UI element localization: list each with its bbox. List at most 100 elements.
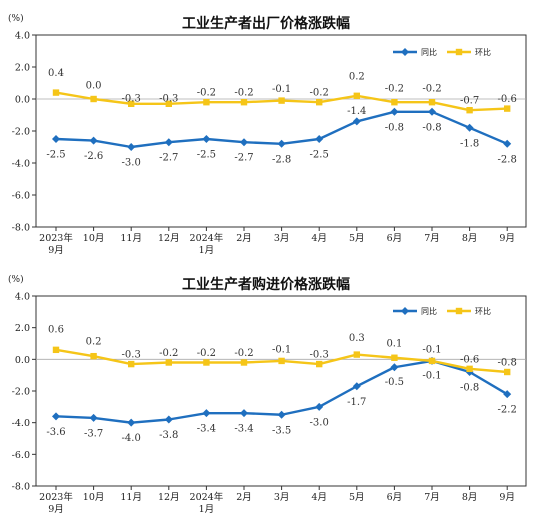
x-tick-label: 2023年 — [39, 491, 73, 503]
data-label-yoy: -0.5 — [385, 377, 404, 388]
chart-title: 工业生产者出厂价格涨跌幅 — [182, 15, 350, 32]
data-label-yoy: -3.5 — [272, 425, 291, 436]
data-label-mom: -0.2 — [197, 348, 216, 359]
x-tick-label: 2月 — [236, 492, 252, 503]
data-label-mom: -0.3 — [122, 350, 141, 361]
x-tick-label: 7月 — [424, 233, 440, 244]
x-tick-label: 3月 — [274, 233, 290, 244]
data-label-yoy: -3.6 — [46, 427, 65, 438]
y-tick-label: -4.0 — [12, 418, 30, 429]
data-point-yoy — [277, 410, 286, 419]
y-axis-unit: (%) — [8, 274, 24, 285]
data-point-mom — [466, 365, 473, 373]
data-point-yoy — [52, 135, 60, 143]
data-point-mom — [391, 354, 398, 361]
data-point-yoy — [352, 117, 361, 126]
chart-panel-2: 工业生产者购进价格涨跌幅 (%) 4.0 2.0 0.0 -2.0 -4.0 -6.0 -8.0… — [8, 274, 527, 515]
data-label-yoy: -2.5 — [310, 150, 329, 161]
data-point-mom — [466, 107, 473, 114]
data-label-mom: -0.2 — [422, 84, 441, 95]
data-label-yoy: -4.0 — [122, 433, 141, 444]
data-label-yoy: -0.8 — [460, 383, 479, 394]
data-point-mom — [428, 99, 436, 106]
data-point-yoy — [428, 107, 436, 116]
data-label-mom: 0.1 — [386, 338, 402, 349]
plot-frame — [35, 295, 527, 487]
chart-panel-1: 工业生产者出厂价格涨跌幅 (%) 4.0 2.0 0.0 -2.0 -4.0 -6.0 -8.0… — [8, 13, 527, 256]
y-tick-label: 4.0 — [15, 31, 30, 42]
data-point-mom — [353, 92, 360, 99]
data-point-mom — [504, 368, 511, 376]
x-tick-label: 12月 — [158, 492, 180, 503]
data-point-yoy — [390, 107, 399, 116]
x-tick-label: 9月 — [48, 504, 64, 515]
data-point-yoy — [89, 413, 98, 422]
data-label-mom: -0.3 — [310, 350, 329, 361]
data-point-mom — [90, 95, 97, 103]
plot-frame — [35, 34, 527, 228]
data-label-mom: 0.3 — [349, 333, 365, 344]
data-point-yoy — [503, 390, 512, 399]
data-label-mom: -0.2 — [159, 348, 178, 359]
data-label-yoy: -0.1 — [422, 370, 441, 381]
legend-marker — [455, 48, 463, 56]
x-tick-label: 10月 — [83, 492, 105, 503]
y-tick-label: -2.0 — [12, 387, 30, 398]
y-tick-label: 4.0 — [15, 292, 30, 303]
data-label-yoy: -1.4 — [347, 106, 366, 117]
data-point-mom — [428, 357, 436, 365]
data-label-yoy: -3.4 — [234, 424, 253, 435]
data-label-mom: -0.2 — [385, 84, 404, 95]
x-tick-label: 9月 — [499, 492, 515, 503]
data-point-yoy — [202, 409, 211, 418]
data-label-mom: 0.2 — [349, 71, 365, 82]
x-tick-label: 8月 — [462, 233, 478, 244]
data-label-yoy: -1.8 — [460, 138, 479, 149]
data-point-mom — [240, 99, 248, 106]
data-label-yoy: -2.8 — [498, 154, 517, 165]
data-label-yoy: -2.2 — [498, 405, 517, 416]
y-tick-label: -4.0 — [12, 159, 30, 170]
data-label-mom: -0.3 — [122, 93, 141, 104]
data-point-mom — [90, 352, 97, 360]
data-point-mom — [240, 359, 248, 366]
data-point-mom — [278, 357, 285, 365]
x-tick-label: 6月 — [387, 492, 403, 503]
data-point-mom — [504, 105, 511, 112]
data-point-yoy — [315, 402, 324, 411]
data-label-yoy: -2.5 — [197, 150, 216, 161]
data-point-mom — [391, 99, 398, 106]
data-label-mom: -0.2 — [234, 88, 253, 99]
data-label-mom: -0.6 — [460, 354, 479, 365]
x-tick-label: 5月 — [349, 233, 365, 244]
data-label-yoy: -2.7 — [234, 153, 253, 164]
data-label-yoy: -3.4 — [197, 424, 216, 435]
data-label-yoy: -3.0 — [310, 417, 329, 428]
x-tick-label: 7月 — [424, 492, 440, 503]
data-label-mom: -0.1 — [422, 344, 441, 355]
x-tick-label: 1月 — [199, 245, 215, 256]
legend-marker — [401, 307, 409, 315]
data-label-mom: 0.2 — [86, 337, 102, 348]
data-point-yoy — [127, 418, 136, 427]
data-label-yoy: -3.0 — [122, 158, 141, 169]
data-point-mom — [203, 359, 210, 366]
data-point-mom — [203, 99, 210, 106]
legend-label: 环比 — [475, 47, 491, 57]
data-point-yoy — [202, 135, 211, 143]
y-tick-label: -6.0 — [12, 191, 30, 202]
legend: 同比 环比 — [393, 47, 491, 57]
x-tick-label: 9月 — [48, 245, 64, 256]
x-tick-label: 2024年 — [190, 491, 224, 503]
data-point-yoy — [240, 409, 248, 418]
data-label-mom: -0.2 — [310, 88, 329, 99]
data-label-mom: -0.7 — [460, 96, 479, 107]
data-point-yoy — [164, 415, 173, 424]
y-tick-label: -2.0 — [12, 127, 30, 138]
data-label-mom: -0.2 — [197, 88, 216, 99]
data-label-mom: 0.0 — [86, 81, 102, 92]
x-tick-label: 9月 — [499, 233, 515, 244]
x-tick-label: 1月 — [199, 504, 215, 515]
y-tick-label: 2.0 — [15, 63, 30, 74]
